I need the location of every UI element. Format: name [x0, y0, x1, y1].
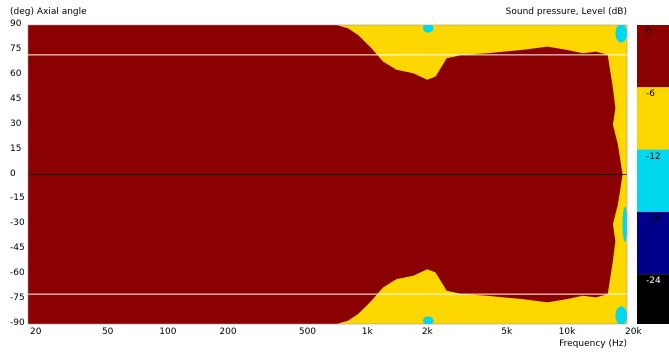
- x-tick-label: 5k: [501, 327, 513, 337]
- band-minus12-patch: [622, 206, 627, 242]
- x-tick-label: 500: [298, 327, 317, 337]
- colorbar-tick-label: -6: [646, 89, 655, 100]
- colorbar-segment: [637, 211, 669, 275]
- y-tick-label: 90: [10, 19, 22, 29]
- y-tick-label: -15: [10, 193, 25, 204]
- colorbar-segment: [637, 274, 669, 324]
- colorbar-tick-label: -18: [646, 213, 661, 224]
- y-tick-label: 30: [10, 118, 22, 129]
- band-minus12-patch: [422, 25, 434, 33]
- colorbar: [637, 25, 669, 324]
- x-axis-label: Frequency (Hz): [559, 339, 627, 349]
- y-tick-label: 0: [10, 168, 16, 179]
- x-tick-label: 20: [30, 327, 42, 337]
- y-axis-label: (deg) Axial angle: [10, 7, 87, 17]
- band-minus12-patch: [615, 306, 627, 324]
- colorbar-segment: [637, 149, 669, 212]
- y-tick-label: 75: [10, 43, 22, 54]
- band-minus12-patch: [422, 316, 434, 324]
- y-tick-label: -60: [10, 268, 25, 279]
- x-tick-label: 20k: [625, 327, 642, 337]
- band-minus12-patch: [615, 25, 627, 43]
- x-tick-label: 200: [219, 327, 237, 337]
- x-tick-label: 1k: [361, 327, 373, 337]
- y-tick-label: -30: [10, 218, 25, 229]
- y-tick-label: -45: [10, 243, 25, 254]
- y-tick-label: -75: [10, 293, 25, 304]
- colorbar-label: Sound pressure, Level (dB): [505, 7, 627, 17]
- colorbar-segment: [637, 87, 669, 150]
- x-tick-label: 2k: [421, 327, 433, 337]
- colorbar-tick-label: -12: [646, 151, 661, 162]
- x-tick-label: 10k: [558, 327, 576, 337]
- colorbar-tick-label: 0: [646, 27, 652, 37]
- plot-frame: [27, 24, 628, 325]
- y-tick-label: 15: [10, 143, 22, 154]
- y-tick-label: 45: [10, 93, 22, 104]
- x-tick-label: 100: [159, 327, 177, 337]
- colorbar-segment: [637, 25, 669, 88]
- reference-lines: [28, 54, 627, 295]
- y-tick-label: -90: [10, 318, 25, 328]
- x-tick-label: 50: [101, 327, 114, 337]
- colorbar-tick-label: -24: [646, 276, 661, 287]
- y-tick-label: 60: [10, 68, 22, 79]
